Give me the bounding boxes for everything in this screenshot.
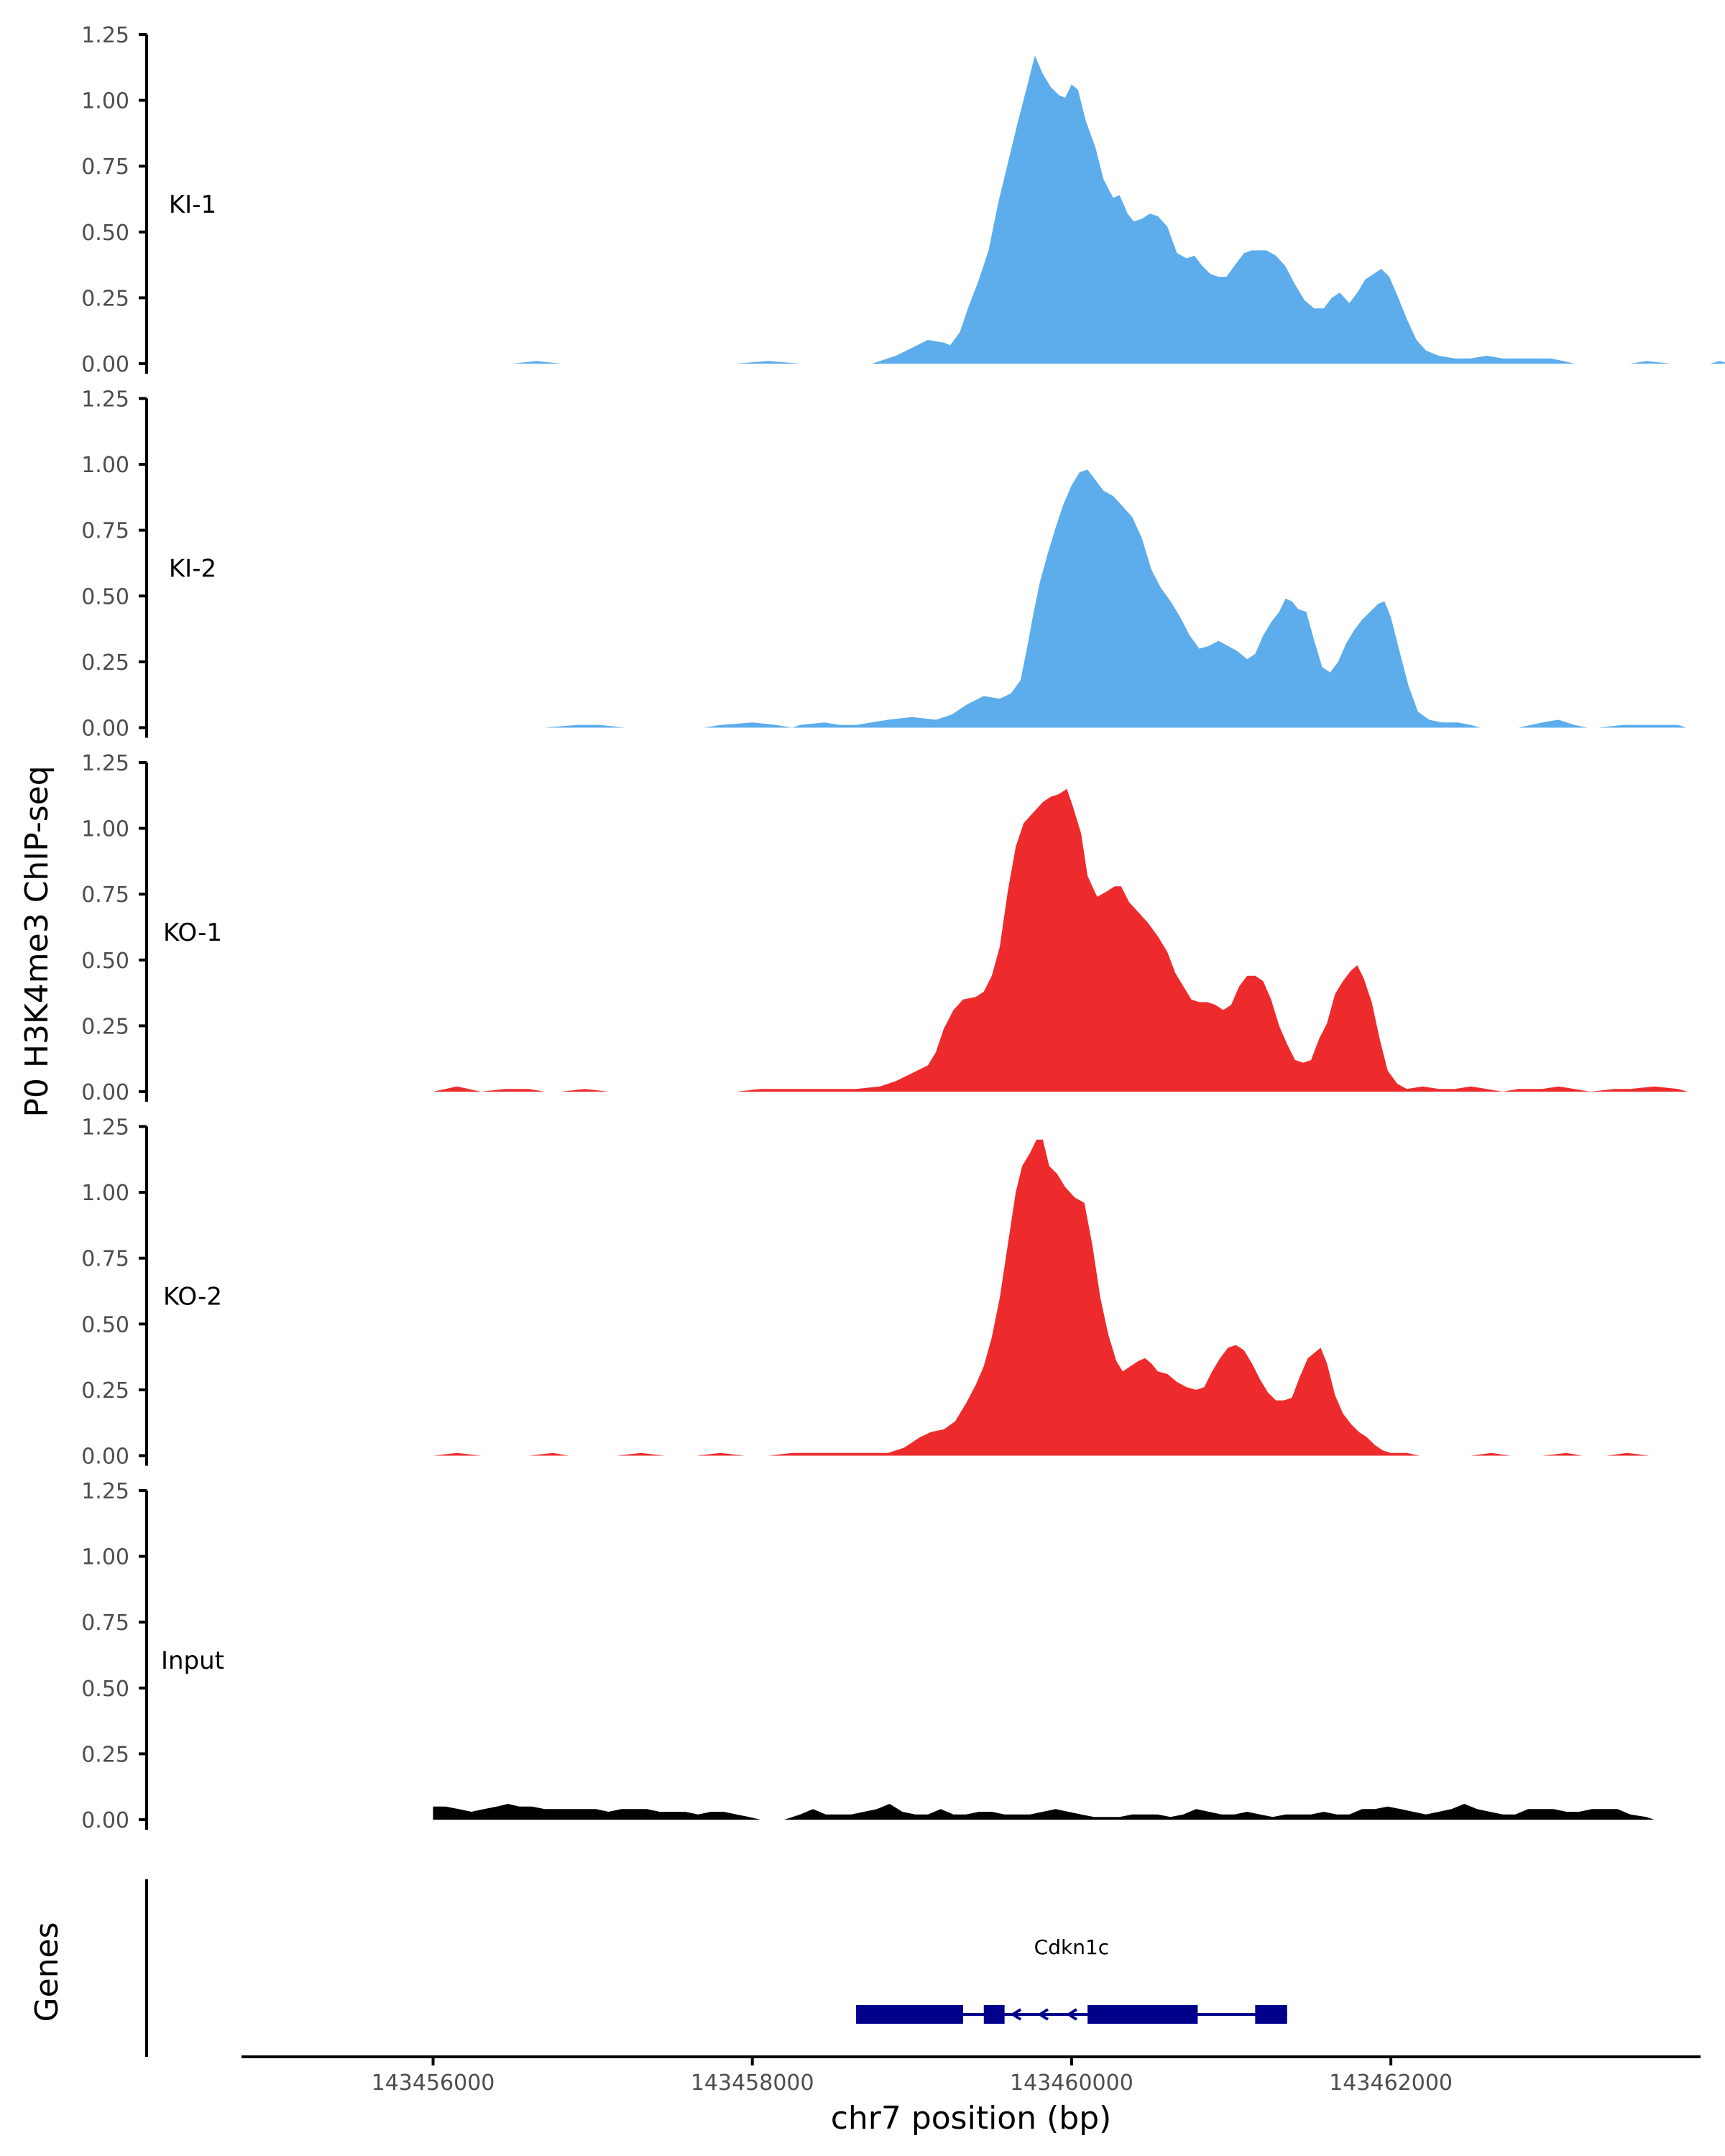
y-tick-label: 0.50 [81, 1677, 129, 1702]
y-tick-label: 1.00 [81, 1545, 129, 1570]
y-tick-label: 0.25 [81, 1014, 129, 1039]
y-tick-label: 0.00 [81, 717, 129, 742]
coverage-area-ko-2 [433, 1139, 1650, 1456]
y-tick-label: 0.25 [81, 286, 129, 311]
track-ko-1: 0.00 0.25 0.50 0.75 1.00 1.25 KO-1 [81, 751, 1688, 1105]
coverage-tracks: 0.00 0.25 0.50 0.75 1.00 1.25 KI-1 0.00 0.25 0.50… [81, 23, 1725, 1833]
x-tick-label: 143458000 [691, 2070, 814, 2096]
genes-panel-title: Genes [29, 1922, 65, 2022]
x-tick-label: 143460000 [1010, 2070, 1133, 2096]
y-tick-label: 0.25 [81, 650, 129, 676]
strand-arrow [1066, 2008, 1077, 2021]
y-tick-label: 1.00 [81, 1181, 129, 1206]
track-label-ki-1: KI-1 [169, 190, 216, 219]
x-axis-title: chr7 position (bp) [831, 2100, 1112, 2137]
y-tick-label: 0.50 [81, 1312, 129, 1337]
y-axis-title: P0 H3K4me3 ChIP-seq [19, 765, 55, 1117]
y-tick-label: 0.25 [81, 1742, 129, 1767]
y-tick-label: 0.25 [81, 1378, 129, 1404]
y-tick-label: 0.00 [81, 1808, 129, 1833]
coverage-area-ki-2 [520, 469, 1687, 728]
track-ki-1: 0.00 0.25 0.50 0.75 1.00 1.25 KI-1 [81, 23, 1725, 377]
y-tick-label: 0.00 [81, 1080, 129, 1105]
track-ki-2: 0.00 0.25 0.50 0.75 1.00 1.25 KI-2 [81, 387, 1687, 742]
y-tick-label: 1.00 [81, 453, 129, 478]
y-tick-label: 0.00 [81, 352, 129, 377]
y-tick-label: 0.50 [81, 221, 129, 246]
y-tick-label: 0.50 [81, 949, 129, 974]
track-label-ko-2: KO-2 [163, 1283, 222, 1312]
track-ko-2: 0.00 0.25 0.50 0.75 1.00 1.25 KO-2 [81, 1115, 1650, 1470]
y-tick-label: 1.25 [81, 387, 129, 413]
gene-exon [856, 2005, 963, 2024]
strand-arrow [1010, 2008, 1022, 2021]
x-tick-label: 143456000 [372, 2070, 495, 2096]
y-tick-label: 0.75 [81, 519, 129, 544]
y-tick-label: 0.75 [81, 1611, 129, 1636]
y-tick-label: 1.25 [81, 23, 129, 48]
gene-exon [1255, 2005, 1287, 2024]
strand-arrow [1037, 2008, 1049, 2021]
y-tick-label: 0.00 [81, 1445, 129, 1470]
track-label-ko-1: KO-1 [163, 918, 222, 947]
x-tick-label: 143462000 [1329, 2070, 1453, 2096]
track-label-ki-2: KI-2 [169, 555, 216, 584]
track-input: 0.00 0.25 0.50 0.75 1.00 1.25 Input [81, 1479, 1655, 1833]
gene-name-label: Cdkn1c [1034, 1935, 1110, 1959]
gene-exon [983, 2005, 1005, 2024]
y-tick-label: 1.00 [81, 89, 129, 114]
coverage-area-input [433, 1804, 1655, 1820]
y-tick-label: 0.75 [81, 155, 129, 180]
y-tick-label: 0.75 [81, 883, 129, 908]
coverage-area-ki-1 [512, 55, 1725, 364]
genes-panel: Genes Cdkn1c [29, 1879, 1287, 2057]
gene-model: Cdkn1c [856, 1935, 1287, 2024]
strand-arrow [1254, 2008, 1266, 2021]
y-tick-label: 0.75 [81, 1247, 129, 1272]
y-tick-label: 1.25 [81, 751, 129, 776]
y-tick-label: 0.50 [81, 584, 129, 609]
y-tick-label: 1.00 [81, 817, 129, 842]
track-label-input: Input [161, 1646, 224, 1675]
gene-exon [1087, 2005, 1198, 2024]
y-tick-label: 1.25 [81, 1479, 129, 1504]
coverage-area-ko-1 [433, 788, 1688, 1092]
x-axis: 143456000 143458000 143460000 143462000 [242, 2055, 1701, 2096]
y-tick-label: 1.25 [81, 1115, 129, 1141]
